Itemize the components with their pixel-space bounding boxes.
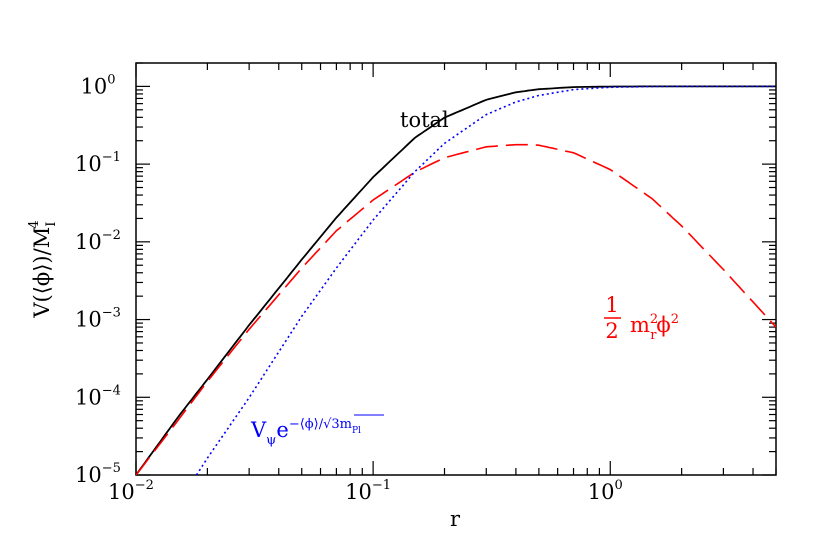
y-tick-label-exp: −2 [102, 228, 121, 243]
annotation-quadratic-phi-sup: 2 [671, 312, 679, 327]
x-tick-label: 10−1 [345, 478, 391, 504]
x-tick-label-exp: −1 [372, 478, 391, 493]
x-tick-label-exp: −2 [135, 478, 154, 493]
annotation-total: total [400, 108, 449, 132]
y-tick-label-base: 10 [75, 385, 102, 409]
y-tick-label-base: 10 [75, 463, 102, 487]
y-tick-label-exp: −5 [102, 461, 121, 476]
annotation-exp-v: V [250, 418, 267, 442]
x-tick-label-exp: 0 [614, 478, 622, 493]
y-axis-title-text: V(⟨ϕ⟩)/M [30, 227, 54, 319]
y-tick-label-base: 10 [75, 308, 102, 332]
plot-frame [135, 62, 777, 476]
y-tick-label-exp: −1 [102, 150, 121, 165]
annotation-quadratic: 1 2 m2 rϕ2 [604, 293, 679, 343]
annotation-quadratic-m-sup: 2 [650, 312, 658, 327]
x-axis-title: r [450, 507, 461, 531]
x-tick-label-base: 10 [345, 480, 372, 504]
annotation-quadratic-phi: ϕ [656, 313, 670, 337]
annotation-exp-power-sub: Pl [352, 426, 361, 436]
annotation-exponential: Vψe−⟨ϕ⟩/√3mPl [250, 414, 384, 448]
axis-ticks [135, 62, 777, 476]
y-tick-label: 10−1 [75, 150, 121, 176]
annotation-quadratic-numerator: 1 [605, 293, 618, 317]
y-tick-label-base: 10 [75, 230, 102, 254]
svg-text:V(⟨ϕ⟩)/MI4: V(⟨ϕ⟩)/MI4 [27, 220, 59, 318]
y-tick-label-exp: −3 [102, 306, 121, 321]
y-axis-title-sup: 4 [27, 220, 42, 228]
y-tick-label: 10−5 [75, 461, 121, 487]
series-line-0 [136, 85, 776, 475]
y-tick-label-base: 10 [80, 74, 107, 98]
svg-text:Vψe−⟨ϕ⟩/√3mPl: Vψe−⟨ϕ⟩/√3mPl [250, 417, 361, 448]
x-tick-label: 100 [588, 478, 623, 504]
y-axis-title-sub: I [44, 222, 59, 227]
annotation-exp-v-sub: ψ [266, 433, 276, 448]
annotation-quadratic-m: m [630, 313, 650, 337]
y-tick-label: 10−2 [75, 228, 121, 254]
x-tick-labels: 10−2 10−1 100 [108, 478, 623, 504]
series-line-2 [195, 85, 776, 475]
annotation-exp-e: e [276, 418, 288, 442]
annotation-quadratic-m-sub: r [650, 328, 657, 343]
y-tick-label-base: 10 [75, 152, 102, 176]
x-tick-label-base: 10 [588, 480, 615, 504]
y-tick-label: 10−4 [75, 383, 121, 409]
series-line-1 [136, 143, 776, 475]
y-tick-label: 100 [80, 72, 115, 98]
y-tick-label: 10−3 [75, 306, 121, 332]
y-tick-label-exp: −4 [102, 383, 121, 398]
y-axis-title: V(⟨ϕ⟩)/MI4 [27, 220, 59, 318]
y-tick-label-exp: 0 [107, 72, 115, 87]
annotation-exp-power: −⟨ϕ⟩/√3m [289, 417, 352, 432]
x-tick-label-base: 10 [108, 480, 135, 504]
x-tick-label: 10−2 [108, 478, 154, 504]
series-group [136, 85, 776, 475]
annotation-quadratic-denominator: 2 [605, 319, 618, 343]
